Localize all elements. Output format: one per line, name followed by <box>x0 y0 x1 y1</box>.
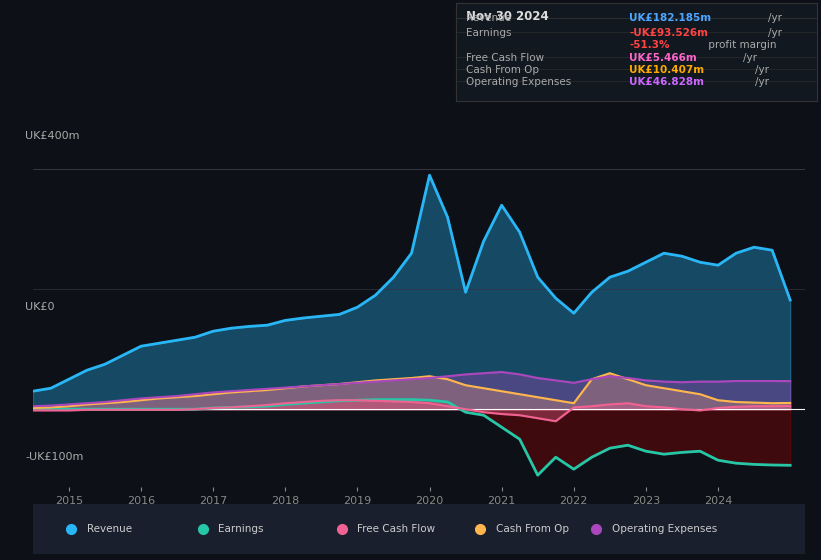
Text: Cash From Op: Cash From Op <box>466 66 539 76</box>
Text: Revenue: Revenue <box>87 524 132 534</box>
Text: Earnings: Earnings <box>466 28 512 38</box>
Text: UK£10.407m: UK£10.407m <box>629 66 704 76</box>
Text: Earnings: Earnings <box>218 524 264 534</box>
Text: -UK£100m: -UK£100m <box>25 452 84 462</box>
Text: UK£5.466m: UK£5.466m <box>629 53 697 63</box>
Text: profit margin: profit margin <box>705 40 777 50</box>
Text: Cash From Op: Cash From Op <box>496 524 569 534</box>
Text: /yr: /yr <box>768 13 782 24</box>
Text: UK£0: UK£0 <box>25 302 55 312</box>
Text: UK£400m: UK£400m <box>25 131 80 141</box>
Text: /yr: /yr <box>743 53 757 63</box>
Text: -51.3%: -51.3% <box>629 40 670 50</box>
Text: /yr: /yr <box>768 28 782 38</box>
Text: Operating Expenses: Operating Expenses <box>466 77 571 87</box>
Text: /yr: /yr <box>755 77 769 87</box>
Text: Nov 30 2024: Nov 30 2024 <box>466 10 549 22</box>
Text: Operating Expenses: Operating Expenses <box>612 524 717 534</box>
Text: Free Cash Flow: Free Cash Flow <box>466 53 544 63</box>
Text: UK£46.828m: UK£46.828m <box>629 77 704 87</box>
Text: -UK£93.526m: -UK£93.526m <box>629 28 708 38</box>
Text: /yr: /yr <box>755 66 769 76</box>
Text: Revenue: Revenue <box>466 13 511 24</box>
Text: UK£182.185m: UK£182.185m <box>629 13 711 24</box>
Text: Free Cash Flow: Free Cash Flow <box>357 524 435 534</box>
